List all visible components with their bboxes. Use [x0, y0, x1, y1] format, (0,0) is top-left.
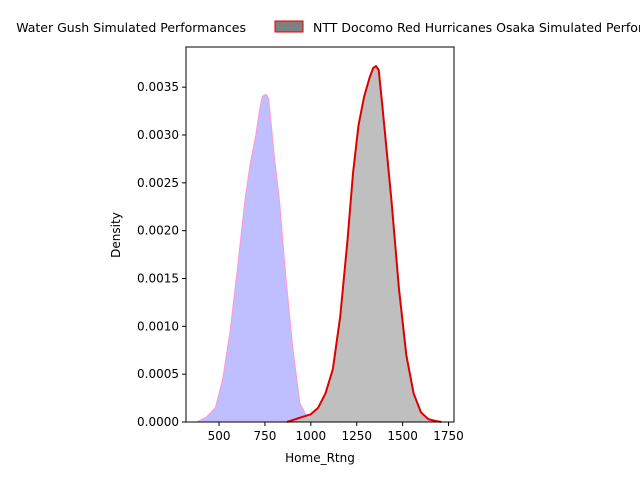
- y-tick-label: 0.0005: [137, 367, 179, 381]
- y-tick-label: 0.0015: [137, 272, 179, 286]
- x-tick-label: 500: [208, 429, 231, 443]
- x-axis: 500 750 1000 1250 1500 1750: [208, 422, 464, 443]
- y-tick-label: 0.0030: [137, 128, 179, 142]
- x-tick-label: 1750: [433, 429, 464, 443]
- plot-frame: [185, 46, 455, 423]
- y-tick-label: 0.0020: [137, 224, 179, 238]
- x-axis-label: Home_Rtng: [285, 451, 355, 465]
- series-layer: [196, 65, 442, 423]
- y-tick-label: 0.0035: [137, 80, 179, 94]
- y-tick-label: 0.0010: [137, 319, 179, 333]
- x-tick-label: 1250: [341, 429, 372, 443]
- y-axis: 0.0000 0.0005 0.0010 0.0015 0.0020 0.0025 0.00…: [137, 80, 186, 429]
- x-tick-label: 1500: [387, 429, 418, 443]
- series-1-line: [286, 65, 442, 423]
- y-tick-label: 0.0000: [137, 415, 179, 429]
- y-axis-label: Density: [109, 212, 123, 258]
- legend: Water Gush Simulated Performances NTT Doc…: [16, 20, 640, 35]
- x-tick-label: 1000: [296, 429, 327, 443]
- legend-swatch-1: [274, 20, 304, 33]
- series-0-area: [197, 94, 326, 423]
- x-tick-label: 750: [253, 429, 276, 443]
- series-1-area: [287, 66, 442, 422]
- series-0-line: [196, 94, 326, 423]
- y-tick-label: 0.0025: [137, 176, 179, 190]
- legend-label-0: Water Gush Simulated Performances: [16, 20, 246, 35]
- legend-label-1: NTT Docomo Red Hurricanes Osaka Simulate…: [313, 20, 640, 35]
